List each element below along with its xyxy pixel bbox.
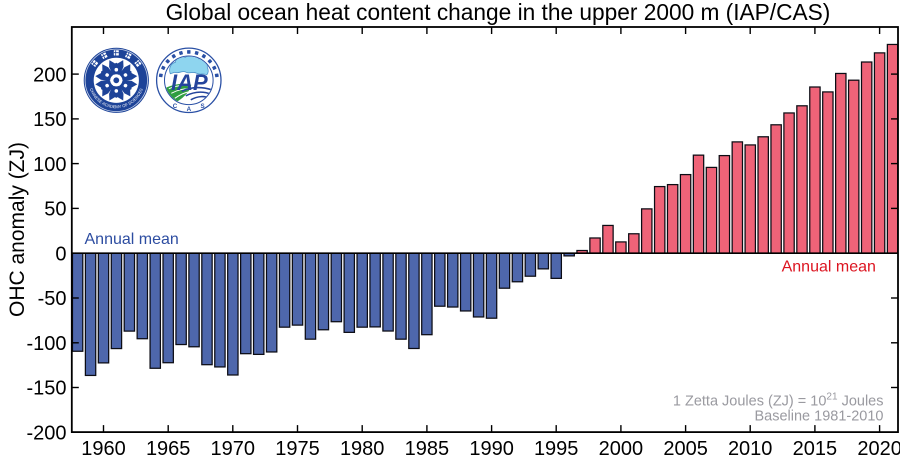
- svg-text:1995: 1995: [534, 438, 579, 460]
- svg-text:C: C: [173, 103, 178, 110]
- svg-text:2020: 2020: [857, 438, 900, 460]
- svg-text:1980: 1980: [340, 438, 385, 460]
- svg-text:1970: 1970: [211, 438, 256, 460]
- svg-text:A: A: [187, 106, 192, 113]
- svg-text:1985: 1985: [405, 438, 450, 460]
- svg-text:1965: 1965: [146, 438, 191, 460]
- svg-text:1960: 1960: [81, 438, 126, 460]
- svg-text:2015: 2015: [793, 438, 838, 460]
- svg-text:Baseline 1981-2010: Baseline 1981-2010: [755, 408, 884, 424]
- svg-text:100: 100: [33, 154, 66, 176]
- svg-text:2010: 2010: [728, 438, 773, 460]
- svg-text:OHC anomaly (ZJ): OHC anomaly (ZJ): [6, 142, 29, 317]
- svg-text:-100: -100: [26, 333, 66, 355]
- svg-text:0: 0: [55, 243, 66, 265]
- svg-text:150: 150: [33, 109, 66, 131]
- svg-text:Annual mean: Annual mean: [782, 259, 876, 276]
- svg-text:-150: -150: [26, 378, 66, 400]
- svg-text:1975: 1975: [275, 438, 320, 460]
- svg-text:2005: 2005: [663, 438, 708, 460]
- svg-text:200: 200: [33, 64, 66, 86]
- svg-text:S: S: [201, 103, 205, 110]
- svg-text:1990: 1990: [469, 438, 514, 460]
- svg-text:Annual mean: Annual mean: [85, 231, 179, 248]
- svg-text:-50: -50: [38, 288, 67, 310]
- svg-text:-200: -200: [26, 423, 66, 445]
- svg-text:2000: 2000: [599, 438, 644, 460]
- svg-text:IAP: IAP: [171, 70, 208, 95]
- svg-text:Global ocean heat content chan: Global ocean heat content change in the …: [166, 0, 831, 25]
- svg-text:50: 50: [44, 199, 66, 221]
- svg-text:1 Zetta Joules (ZJ) = 1021 Jou: 1 Zetta Joules (ZJ) = 1021 Joules: [673, 391, 884, 409]
